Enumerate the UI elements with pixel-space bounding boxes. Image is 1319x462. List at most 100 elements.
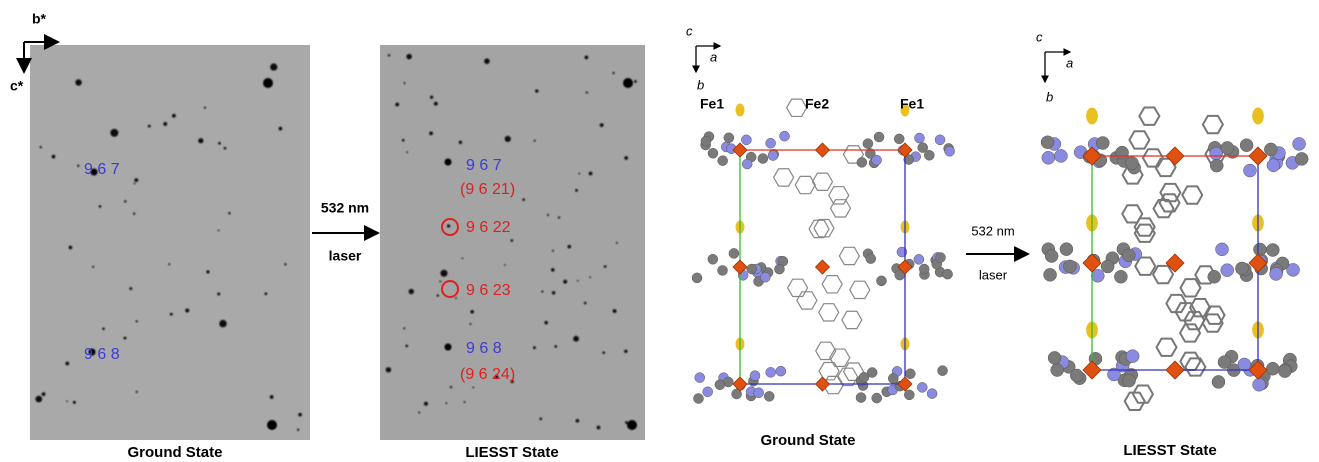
diffraction-spot [539,418,542,421]
atom [1122,249,1135,262]
atom [718,265,728,275]
diffraction-spot [92,266,94,268]
ligand-ring [822,276,842,293]
diffraction-spot [136,320,138,322]
diffraction-spot [52,155,56,159]
atom [1266,362,1279,375]
ligand-ring [1157,339,1177,356]
atom [1045,250,1058,263]
reflection-label: 9 6 7 [466,157,502,174]
atom [876,276,886,286]
atom [904,390,914,400]
atom [1221,264,1234,277]
atom [780,131,790,141]
atom [1267,159,1280,172]
diffraction-spot [298,413,302,417]
ligand-ring [1122,205,1142,222]
atom [1123,374,1136,387]
diffraction-spot [535,89,538,92]
diffraction-spot [270,63,277,70]
ligand-ring [1139,108,1159,125]
diffraction-spot [624,156,628,160]
diffraction-spot [470,323,472,325]
axis-label: b [1046,89,1053,104]
atom [919,264,929,274]
diffraction-spot [434,102,438,106]
atom [692,273,702,283]
atom [750,371,760,381]
diffraction-spot [624,350,627,353]
diffraction-spot [409,289,414,294]
diffraction-spot [597,426,601,430]
atom [1126,157,1139,170]
atom [766,367,776,377]
diffraction-spot [627,420,637,430]
diffraction-spot [563,280,567,284]
arrow-label: 532 nm [321,200,369,216]
diffraction-spot [634,80,637,83]
diffraction-spot [604,265,607,268]
atom [856,393,866,403]
diffraction-spot [405,345,408,348]
atom [776,366,786,376]
atom [935,135,945,145]
sulfur-atom [1252,108,1264,125]
diffraction-spot [75,79,81,85]
diffraction-spot [386,367,391,372]
atom [1216,243,1229,256]
diffraction-spot [552,250,554,252]
atom [943,269,953,279]
diffraction-spot [65,362,69,366]
atom [715,380,725,390]
axis-label: b* [32,11,47,27]
axis-label: a [1066,55,1073,70]
diffraction-spot [102,327,105,330]
diffraction-image [30,45,310,440]
diffraction-spot [40,146,42,148]
atom [1042,151,1055,164]
ligand-ring [830,349,850,366]
diffraction-spot [185,309,189,313]
iron-atom [1166,254,1184,272]
diffraction-spot [568,245,572,249]
ligand-ring [1153,266,1173,283]
caption: Ground State [760,432,855,449]
ligand-ring [829,187,849,204]
atom [874,132,884,142]
atom [766,138,776,148]
atom [708,148,718,158]
atom [1212,375,1225,388]
diffraction-spot [430,96,433,99]
diffraction-spot [69,246,73,250]
atom [1126,350,1139,363]
ligand-ring [1160,184,1180,201]
diffraction-spot [558,216,560,218]
diffraction-spot [551,268,555,272]
atom [760,272,770,282]
arrow-label: 532 nm [971,223,1014,238]
atom [1266,244,1279,257]
atom [758,154,768,164]
diffraction-spot [204,107,206,109]
diffraction-spot [447,224,450,227]
diffraction-spot [575,189,578,192]
reflection-label: 9 6 23 [466,282,511,299]
iron-atom [733,377,747,391]
reflection-label: 9 6 7 [84,161,120,178]
diffraction-spot [554,345,557,348]
atom [724,133,734,143]
ligand-ring [812,173,832,190]
atom [927,389,937,399]
diffraction-spot [206,270,209,273]
diffraction-spot [534,140,536,142]
atom [1048,351,1061,364]
ligand-ring [1203,116,1223,133]
caption: LIESST State [465,444,558,461]
diffraction-spot [455,297,457,299]
reflection-label: (9 6 24) [460,366,515,383]
diffraction-spot [402,139,405,142]
ligand-ring [787,99,807,116]
diffraction-spot [219,320,227,328]
diffraction-spot [123,337,126,340]
diffraction-spot [573,336,579,342]
